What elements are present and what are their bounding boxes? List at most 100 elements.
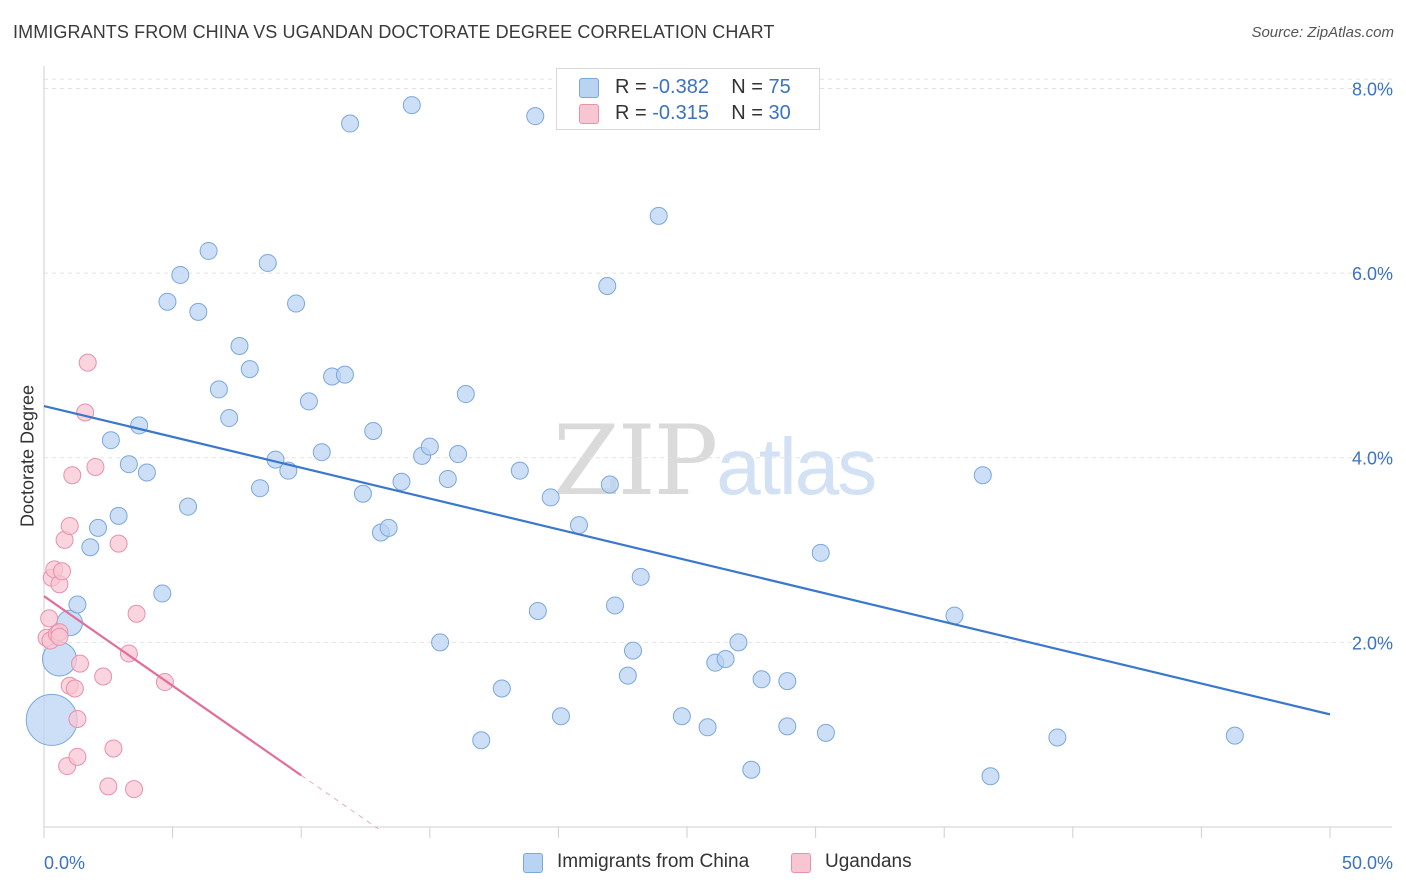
china-point-63 — [742, 760, 761, 779]
uganda-point-17 — [68, 709, 87, 728]
uganda-point-27 — [125, 780, 144, 799]
china-point-39 — [431, 633, 450, 652]
uganda-point-15 — [65, 679, 84, 698]
r-label: R = — [615, 76, 653, 98]
china-point-36 — [402, 96, 421, 115]
uganda-point-20 — [78, 353, 97, 372]
china-point-72 — [981, 767, 1000, 786]
uganda-swatch — [579, 104, 599, 124]
source-label: Source: ZipAtlas.com — [1251, 24, 1394, 41]
china-point-45 — [510, 461, 529, 480]
china-point-19 — [230, 337, 249, 356]
china-point-21 — [251, 479, 270, 498]
china-point-14 — [179, 497, 198, 516]
china-point-22 — [258, 253, 277, 272]
china-point-74 — [1225, 726, 1244, 745]
y-tick-label-3: 8.0% — [1352, 79, 1393, 99]
uganda-point-23 — [99, 777, 118, 796]
china-point-69 — [816, 723, 835, 742]
watermark-atlas: atlas — [716, 422, 877, 511]
legend-label-china: Immigrants from China — [557, 851, 750, 872]
uganda-point-9 — [53, 562, 72, 581]
china-point-41 — [449, 445, 468, 464]
china-point-29 — [335, 365, 354, 384]
china-point-40 — [438, 469, 457, 488]
r-value-china: -0.382 — [652, 76, 709, 98]
china-point-38 — [420, 437, 439, 456]
china-swatch — [579, 78, 599, 98]
china-point-12 — [158, 292, 177, 311]
china-point-57 — [649, 206, 668, 225]
uganda-trend-extension — [300, 774, 379, 830]
uganda-trend-line — [43, 595, 302, 777]
stats-legend: R = -0.382 N = 75 R = -0.315 N = 30 — [556, 68, 820, 130]
china-point-4 — [81, 538, 100, 557]
uganda-point-24 — [104, 739, 123, 758]
china-point-56 — [631, 567, 650, 586]
uganda-point-22 — [94, 667, 113, 686]
china-point-59 — [698, 718, 717, 737]
china-point-34 — [379, 518, 398, 537]
watermark: ZIPatlas — [553, 405, 877, 517]
legend-swatch-china — [523, 853, 543, 873]
legend-swatch-uganda — [791, 853, 811, 873]
y-tick-label-0: 2.0% — [1352, 633, 1393, 653]
china-point-3 — [68, 595, 87, 614]
china-point-43 — [472, 731, 491, 750]
china-point-30 — [341, 114, 360, 133]
r-value-uganda: -0.315 — [652, 102, 709, 124]
uganda-point-25 — [109, 534, 128, 553]
china-point-32 — [364, 421, 383, 440]
china-point-71 — [973, 466, 992, 485]
china-point-70 — [945, 606, 964, 625]
china-point-47 — [528, 601, 547, 620]
china-trend-line — [43, 404, 1331, 716]
n-label: N = — [731, 76, 769, 98]
china-point-11 — [153, 584, 172, 603]
uganda-point-18 — [71, 654, 90, 673]
y-tick-label-1: 4.0% — [1352, 449, 1393, 469]
uganda-point-1 — [40, 609, 59, 628]
china-point-6 — [101, 431, 120, 450]
china-point-55 — [623, 641, 642, 660]
uganda-point-7 — [50, 627, 69, 646]
china-point-46 — [526, 107, 545, 126]
china-point-13 — [171, 265, 190, 284]
x-tick-label-1: 50.0% — [1342, 853, 1393, 873]
china-point-15 — [189, 302, 208, 321]
china-point-62 — [729, 633, 748, 652]
china-point-27 — [312, 443, 331, 462]
china-point-25 — [287, 294, 306, 313]
china-point-8 — [119, 455, 138, 474]
y-axis-label: Doctorate Degree — [17, 384, 38, 528]
china-point-51 — [598, 277, 617, 296]
china-point-16 — [199, 241, 218, 260]
china-point-17 — [209, 380, 228, 399]
china-point-44 — [492, 679, 511, 698]
china-point-26 — [299, 392, 318, 411]
china-point-54 — [618, 666, 637, 685]
china-point-20 — [240, 360, 259, 379]
china-point-10 — [137, 463, 156, 482]
china-point-18 — [220, 409, 239, 428]
y-tick-label-2: 6.0% — [1352, 264, 1393, 284]
uganda-point-28 — [127, 604, 146, 623]
uganda-point-14 — [63, 466, 82, 485]
x-tick-label-0: 0.0% — [44, 853, 85, 873]
china-point-35 — [392, 472, 411, 491]
china-point-65 — [778, 672, 797, 691]
china-point-58 — [672, 707, 691, 726]
china-point-52 — [600, 475, 619, 494]
n-value-uganda: 30 — [768, 102, 791, 124]
uganda-point-21 — [86, 457, 105, 476]
china-point-49 — [551, 707, 570, 726]
china-point-66 — [778, 717, 797, 736]
china-point-73 — [1048, 728, 1067, 747]
china-point-31 — [353, 484, 372, 503]
uganda-point-16 — [68, 747, 87, 766]
china-point-48 — [541, 488, 560, 507]
n-label: N = — [731, 102, 769, 124]
china-point-64 — [752, 670, 771, 689]
china-point-42 — [456, 385, 475, 404]
